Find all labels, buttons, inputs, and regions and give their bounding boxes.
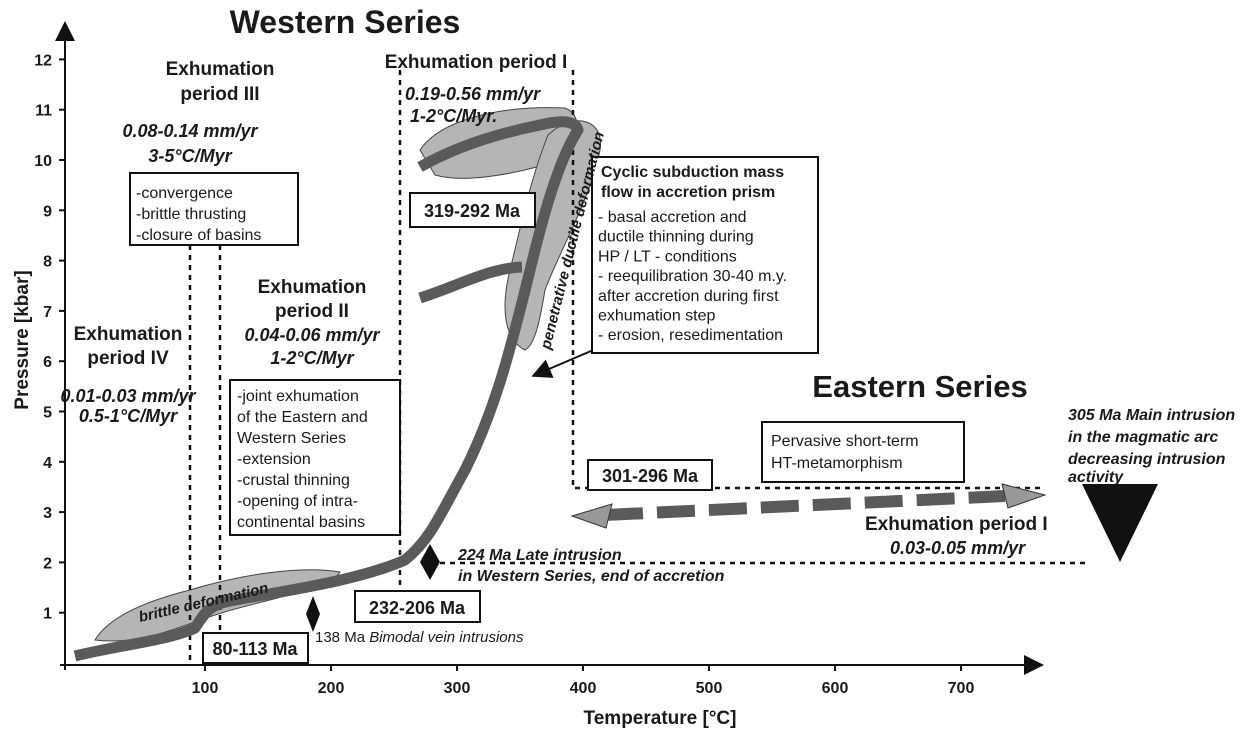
intrusion-label: 138 Ma Bimodal vein intrusions bbox=[315, 629, 524, 646]
intrusion-label: in the magmatic arc bbox=[1068, 429, 1218, 446]
intrusion-diamond bbox=[420, 544, 440, 580]
x-tick-label: 500 bbox=[696, 680, 723, 697]
note-line: continental basins bbox=[237, 514, 365, 531]
y-axis-label: Pressure [kbar] bbox=[12, 270, 33, 409]
x-tick-label: 700 bbox=[948, 680, 975, 697]
note-line: -extension bbox=[237, 451, 311, 468]
pt-path-branch bbox=[418, 261, 523, 304]
note-line: Western Series bbox=[237, 430, 346, 447]
y-tick-label: 2 bbox=[43, 555, 52, 572]
age-box bbox=[202, 632, 309, 664]
note-line: after accretion during first bbox=[598, 288, 779, 305]
arrow-head bbox=[570, 503, 613, 529]
y-tick-label: 12 bbox=[34, 52, 52, 69]
age-label: 301-296 Ma bbox=[602, 466, 699, 486]
age-label: 80-113 Ma bbox=[212, 639, 298, 659]
age-box bbox=[587, 459, 713, 491]
y-tick-label: 7 bbox=[43, 304, 52, 321]
intrusion-text: Bimodal vein intrusions bbox=[369, 629, 524, 646]
intrusion-age: 138 Ma bbox=[315, 629, 366, 646]
note-line: - erosion, resedimentation bbox=[598, 327, 783, 344]
note-line: -crustal thinning bbox=[237, 472, 350, 489]
rate: 0.01-0.03 mm/yr bbox=[60, 386, 196, 406]
period-title: period II bbox=[275, 301, 349, 322]
note-line: exhumation step bbox=[598, 308, 716, 325]
rate: 0.19-0.56 mm/yr bbox=[405, 84, 541, 104]
x-tick-label: 100 bbox=[192, 680, 219, 697]
y-tick-label: 10 bbox=[34, 153, 52, 170]
note-line: - reequilibration 30-40 m.y. bbox=[598, 268, 787, 285]
note-line: of the Eastern and bbox=[237, 409, 368, 426]
title: Eastern Series bbox=[812, 369, 1027, 404]
note-line: HT-metamorphism bbox=[771, 455, 903, 472]
intrusion-label: 224 Ma Late intrusion bbox=[457, 547, 622, 564]
note-line: -brittle thrusting bbox=[136, 206, 246, 223]
pt-path bbox=[73, 116, 584, 662]
period-title: Exhumation bbox=[166, 59, 275, 80]
note-line: flow in accretion prism bbox=[601, 184, 775, 201]
x-tick-label: 300 bbox=[444, 680, 471, 697]
intrusion-label: decreasing intrusion bbox=[1068, 451, 1226, 468]
note-box bbox=[129, 172, 299, 246]
period-title: Exhumation bbox=[74, 324, 183, 345]
rate: 0.03-0.05 mm/yr bbox=[890, 538, 1026, 558]
note-line: Pervasive short-term bbox=[771, 433, 919, 450]
y-tick-label: 8 bbox=[43, 254, 52, 271]
rate: 0.08-0.14 mm/yr bbox=[122, 121, 258, 141]
x-tick-label: 200 bbox=[318, 680, 345, 697]
intrusion-label: activity bbox=[1068, 469, 1124, 486]
intrusion-triangle bbox=[1082, 484, 1158, 562]
rate: 0.04-0.06 mm/yr bbox=[244, 325, 380, 345]
period-title: Exhumation period I bbox=[865, 514, 1048, 535]
period-boundary bbox=[571, 70, 1045, 490]
note-box bbox=[591, 156, 819, 354]
age-label: 232-206 Ma bbox=[369, 598, 466, 618]
note-box bbox=[761, 421, 965, 483]
note-line: -convergence bbox=[136, 185, 233, 202]
period-title: period III bbox=[180, 84, 259, 105]
dashed-arrow bbox=[604, 490, 1006, 521]
intrusion-label: 305 Ma Main intrusion bbox=[1068, 407, 1235, 424]
note-box bbox=[229, 379, 401, 536]
y-tick-label: 1 bbox=[43, 606, 52, 623]
rate: 3-5°C/Myr bbox=[148, 146, 232, 166]
note-line: -closure of basins bbox=[136, 227, 261, 244]
x-tick-label: 400 bbox=[570, 680, 597, 697]
period-title: period IV bbox=[87, 348, 169, 369]
note-line: HP / LT - conditions bbox=[598, 248, 737, 265]
title: Western Series bbox=[230, 4, 461, 40]
rate: 1-2°C/Myr bbox=[270, 348, 354, 368]
y-tick-label: 5 bbox=[43, 405, 52, 422]
y-tick-label: 11 bbox=[35, 103, 52, 120]
rate: 0.5-1°C/Myr bbox=[79, 406, 178, 426]
note-line: -opening of intra- bbox=[237, 493, 358, 510]
note-line: -joint exhumation bbox=[237, 388, 359, 405]
intrusion-diamond bbox=[306, 596, 320, 632]
period-title: Exhumation period I bbox=[385, 52, 568, 73]
note-line: Cyclic subduction mass bbox=[601, 164, 784, 181]
rate: 1-2°C/Myr. bbox=[410, 106, 497, 126]
arrow-head bbox=[1001, 483, 1047, 509]
y-tick-label: 9 bbox=[43, 203, 52, 220]
x-tick-label: 600 bbox=[822, 680, 849, 697]
note-line: - basal accretion and bbox=[598, 209, 747, 226]
age-box bbox=[409, 192, 536, 228]
y-tick-label: 4 bbox=[43, 455, 52, 472]
intrusion-label: in Western Series, end of accretion bbox=[458, 568, 725, 585]
age-label: 319-292 Ma bbox=[424, 201, 521, 221]
note-line: ductile thinning during bbox=[598, 229, 754, 246]
period-title: Exhumation bbox=[258, 277, 367, 298]
y-tick-label: 6 bbox=[43, 354, 52, 371]
age-box bbox=[354, 590, 481, 623]
y-tick-label: 3 bbox=[43, 505, 52, 522]
x-axis-label: Temperature [°C] bbox=[584, 708, 737, 729]
